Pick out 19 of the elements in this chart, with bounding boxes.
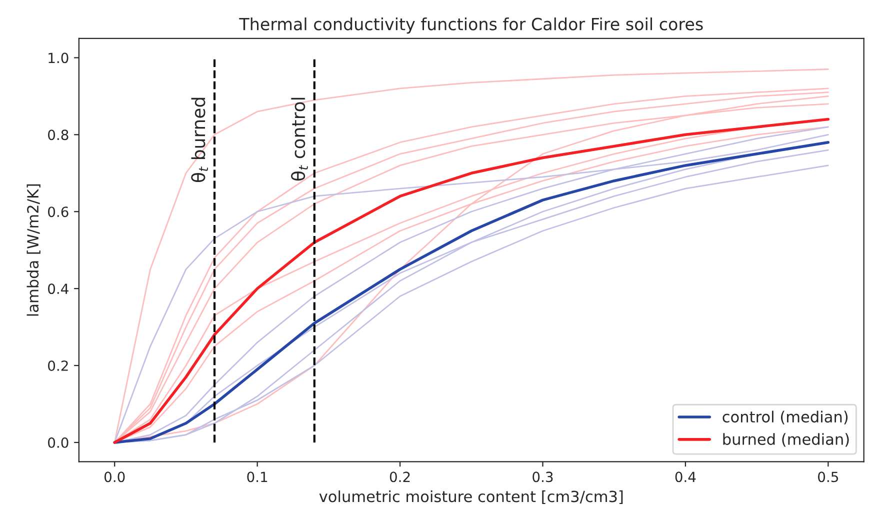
- y-tick-label: 0.8: [48, 130, 68, 140]
- ref-line-label: θ$_{t}$ burned: [191, 98, 208, 182]
- y-tick-label: 0.6: [48, 206, 68, 218]
- x-tick-label: 0.4: [675, 472, 696, 482]
- ref-line-label: θ$_{t}$ control: [291, 98, 308, 181]
- x-tick-label: 0.1: [247, 472, 268, 482]
- y-tick-label: 0.0: [48, 437, 68, 448]
- x-axis-title: volumetric moisture content [cm3/cm3]: [319, 490, 623, 504]
- x-tick-label: 0.0: [104, 472, 125, 482]
- legend-label: control (median): [722, 410, 848, 424]
- x-tick-label: 0.2: [390, 472, 410, 482]
- y-tick-label: 1.0: [48, 52, 68, 64]
- x-tick-label: 0.3: [532, 472, 553, 482]
- x-tick-label: 0.5: [818, 472, 838, 482]
- y-axis-title: lambda [W/m2/K]: [26, 184, 40, 316]
- legend-label: burned (median): [723, 433, 849, 447]
- y-tick-label: 0.4: [48, 284, 68, 294]
- y-tick-label: 0.2: [48, 360, 68, 371]
- chart-title: Thermal conductivity functions for Caldor Fire soil cores: [239, 17, 703, 34]
